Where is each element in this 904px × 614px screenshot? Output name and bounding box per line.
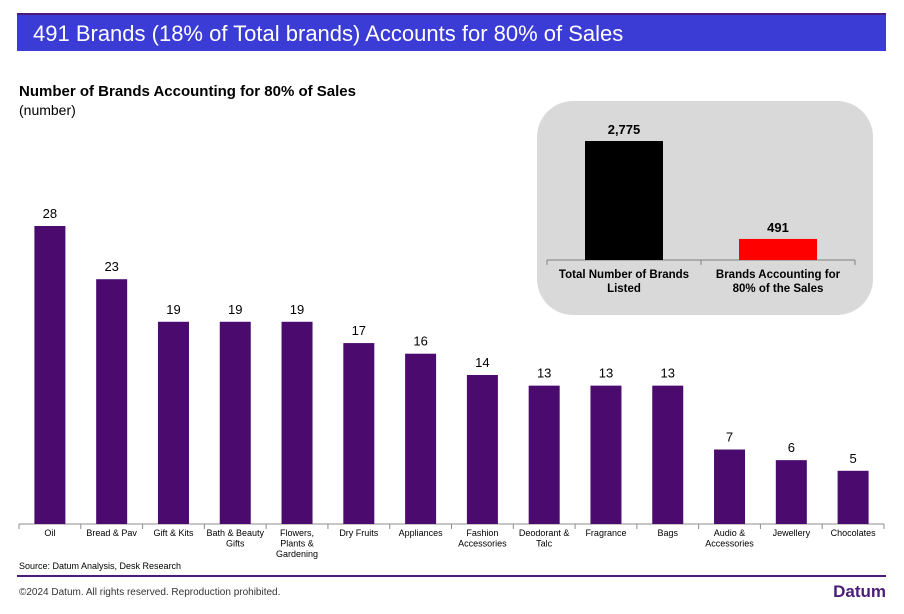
bar-value-label: 7: [726, 430, 733, 445]
x-tick-label-line: Chocolates: [831, 528, 877, 538]
x-tick-label-line: Flowers,: [280, 528, 314, 538]
x-tick-label-line: Deodorant &: [519, 528, 570, 538]
page-title: 491 Brands (18% of Total brands) Account…: [33, 21, 624, 46]
x-tick-label-line: Accessories: [458, 539, 507, 549]
inset-category-label-line: Listed: [607, 283, 641, 295]
bar: [34, 226, 66, 524]
bar: [281, 321, 313, 524]
bar: [714, 449, 746, 524]
x-tick-label: Deodorant & Talc: [519, 528, 570, 549]
x-tick-label-line: Bath & Beauty: [206, 528, 264, 538]
x-tick-label-line: Plants &: [280, 539, 314, 549]
x-tick-label: Appliances: [399, 528, 444, 538]
main-bar-chart: 28 Oil 23 Bread & Pav 19 Gift & Kits 19 Bath & …: [18, 206, 885, 559]
x-tick-label-line: Bags: [657, 528, 678, 538]
x-tick-label: Oil: [44, 528, 55, 538]
datum-logo: Datum: [833, 582, 886, 601]
x-tick-label-line: Appliances: [399, 528, 444, 538]
x-tick-label-line: Oil: [44, 528, 55, 538]
inset-category-label-line: Total Number of Brands: [559, 269, 689, 281]
bar-value-label: 19: [290, 302, 304, 317]
chart-subtitle: (number): [19, 102, 76, 118]
x-tick-label: Jewellery: [773, 528, 811, 538]
bar-value-label: 19: [166, 302, 180, 317]
x-tick-label: Bread & Pav: [86, 528, 137, 538]
inset-bar: [585, 141, 663, 260]
bar: [157, 321, 189, 524]
x-tick-label: Audio & Accessories: [705, 528, 754, 549]
x-tick-label-line: Jewellery: [773, 528, 811, 538]
x-tick-label: Bags: [657, 528, 678, 538]
bar: [590, 385, 622, 524]
chart-title: Number of Brands Accounting for 80% of S…: [19, 83, 356, 100]
x-tick-label-line: Fragrance: [585, 528, 626, 538]
x-tick-label: Gift & Kits: [153, 528, 194, 538]
x-tick-label: Bath & Beauty Gifts: [206, 528, 264, 549]
bar: [405, 353, 437, 524]
bar: [837, 470, 869, 524]
x-tick-label-line: Bread & Pav: [86, 528, 137, 538]
bar-value-label: 6: [788, 440, 795, 455]
inset-category-label: Brands Accounting for 80% of the Sales: [716, 269, 841, 295]
x-tick-label: Fragrance: [585, 528, 626, 538]
bar-value-label: 28: [43, 206, 57, 221]
bar-value-label: 17: [352, 323, 366, 338]
inset-category-label-line: Brands Accounting for: [716, 269, 841, 281]
x-tick-label-line: Gift & Kits: [153, 528, 194, 538]
inset-bar: [739, 238, 817, 260]
bar: [343, 343, 375, 524]
bar-value-label: 13: [537, 366, 551, 381]
bar: [219, 321, 251, 524]
title-banner: 491 Brands (18% of Total brands) Account…: [17, 13, 886, 51]
x-tick-label-line: Gardening: [276, 549, 318, 559]
bar-value-label: 5: [849, 451, 856, 466]
x-tick-label: Chocolates: [831, 528, 877, 538]
inset-category-label: Total Number of Brands Listed: [559, 269, 689, 295]
bar-value-label: 19: [228, 302, 242, 317]
bar-value-label: 14: [475, 355, 489, 370]
inset-category-label-line: 80% of the Sales: [733, 283, 824, 295]
x-tick-label-line: Audio &: [714, 528, 746, 538]
bar: [96, 279, 128, 524]
inset-bar-value-label: 2,775: [608, 122, 641, 137]
x-tick-label-line: Dry Fruits: [339, 528, 378, 538]
inset-bar-value-label: 491: [767, 220, 789, 235]
bar-value-label: 16: [413, 334, 427, 349]
footer-divider: [17, 575, 886, 577]
x-tick-label: Flowers, Plants & Gardening: [276, 528, 318, 559]
bar: [775, 460, 807, 524]
x-tick-label: Fashion Accessories: [458, 528, 507, 549]
source-note: Source: Datum Analysis, Desk Research: [19, 561, 182, 571]
bar: [528, 385, 560, 524]
x-tick-label-line: Gifts: [226, 539, 245, 549]
bar: [466, 375, 498, 524]
bar-value-label: 13: [661, 366, 675, 381]
x-tick-label-line: Talc: [536, 539, 553, 549]
x-tick-label-line: Fashion: [466, 528, 498, 538]
bar-value-label: 13: [599, 366, 613, 381]
copyright-text: ©2024 Datum. All rights reserved. Reprod…: [19, 587, 281, 598]
bar: [652, 385, 684, 524]
x-tick-label: Dry Fruits: [339, 528, 378, 538]
bar-value-label: 23: [104, 259, 118, 274]
x-tick-label-line: Accessories: [705, 539, 754, 549]
inset-bar-chart: 2,775 Total Number of Brands Listed 491 Bran…: [546, 122, 856, 295]
